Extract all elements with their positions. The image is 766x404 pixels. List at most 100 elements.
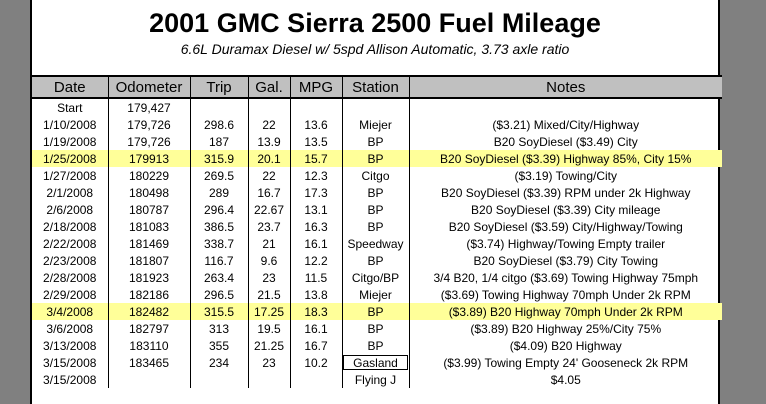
cell-notes[interactable]: ($4.09) B20 Highway <box>408 337 722 354</box>
cell-station[interactable]: BP <box>341 184 409 201</box>
cell-trip[interactable]: 338.7 <box>189 235 248 252</box>
cell-mpg[interactable]: 15.7 <box>289 150 342 167</box>
cell-date[interactable]: 3/15/2008 <box>43 372 97 387</box>
cell-station[interactable]: Gasland <box>341 354 409 371</box>
cell-gallons[interactable]: 21.5 <box>247 286 290 303</box>
cell-notes[interactable]: $4.05 <box>408 371 722 388</box>
cell-odometer[interactable]: 181083 <box>107 218 190 235</box>
cell-gallons[interactable]: 13.9 <box>247 133 290 150</box>
cell-gallons[interactable]: 23 <box>247 269 290 286</box>
cell-notes[interactable]: ($3.89) B20 Highway 70mph Under 2k RPM <box>408 303 722 320</box>
cell-odometer[interactable]: 179,427 <box>107 98 190 116</box>
cell-station[interactable]: Flying J <box>341 371 409 388</box>
cell-date[interactable]: 3/13/2008 <box>43 338 97 353</box>
cell-odometer[interactable]: 181807 <box>107 252 190 269</box>
cell-notes[interactable]: ($3.99) Towing Empty 24' Gooseneck 2k RP… <box>408 354 722 371</box>
cell-station[interactable]: Miejer <box>341 116 409 133</box>
cell-gallons[interactable]: 21 <box>247 235 290 252</box>
cell-gallons[interactable]: 9.6 <box>247 252 290 269</box>
cell-notes[interactable]: ($3.19) Towing/City <box>408 167 722 184</box>
cell-gallons[interactable]: 23 <box>247 354 290 371</box>
cell-odometer[interactable]: 179913 <box>107 150 190 167</box>
cell-notes[interactable]: ($3.21) Mixed/City/Highway <box>408 116 722 133</box>
cell-mpg[interactable]: 16.3 <box>289 218 342 235</box>
cell-trip[interactable]: 296.5 <box>189 286 248 303</box>
cell-notes[interactable]: B20 SoyDiesel ($3.39) RPM under 2k Highw… <box>408 184 722 201</box>
cell-trip[interactable] <box>189 98 248 116</box>
col-header-mpg[interactable]: MPG <box>289 75 342 99</box>
col-header-station[interactable]: Station <box>341 75 409 99</box>
cell-date[interactable]: 1/10/2008 <box>43 117 97 132</box>
cell-odometer[interactable]: 182797 <box>107 320 190 337</box>
cell-station[interactable]: Citgo/BP <box>341 269 409 286</box>
cell-notes[interactable]: ($3.74) Highway/Towing Empty trailer <box>408 235 722 252</box>
cell-odometer[interactable]: 179,726 <box>107 133 190 150</box>
cell-gallons[interactable]: 22.67 <box>247 201 290 218</box>
cell-odometer[interactable]: 179,726 <box>107 116 190 133</box>
cell-gallons[interactable]: 22 <box>247 116 290 133</box>
cell-station[interactable]: BP <box>341 201 409 218</box>
cell-trip[interactable]: 298.6 <box>189 116 248 133</box>
cell-mpg[interactable]: 16.1 <box>289 320 342 337</box>
cell-odometer[interactable]: 183465 <box>107 354 190 371</box>
cell-date[interactable]: 2/6/2008 <box>46 202 94 217</box>
cell-mpg[interactable]: 13.5 <box>289 133 342 150</box>
cell-gallons[interactable]: 20.1 <box>247 150 290 167</box>
cell-notes[interactable]: ($3.89) B20 Highway 25%/City 75% <box>408 320 722 337</box>
cell-notes[interactable]: B20 SoyDiesel ($3.39) Highway 85%, City … <box>408 150 722 167</box>
cell-date[interactable]: 3/6/2008 <box>46 321 94 336</box>
cell-mpg[interactable]: 18.3 <box>289 303 342 320</box>
cell-mpg[interactable]: 16.7 <box>289 337 342 354</box>
cell-odometer[interactable] <box>107 371 190 388</box>
cell-trip[interactable]: 355 <box>189 337 248 354</box>
cell-station[interactable]: BP <box>341 303 409 320</box>
cell-station[interactable]: BP <box>341 133 409 150</box>
cell-mpg[interactable]: 12.3 <box>289 167 342 184</box>
cell-notes[interactable]: B20 SoyDiesel ($3.79) City Towing <box>408 252 722 269</box>
cell-gallons[interactable] <box>247 371 290 388</box>
cell-date[interactable]: 3/15/2008 <box>43 355 97 370</box>
cell-gallons[interactable]: 17.25 <box>247 303 290 320</box>
cell-date[interactable]: 2/23/2008 <box>43 253 97 268</box>
col-header-gallons[interactable]: Gal. <box>247 75 290 99</box>
cell-trip[interactable]: 296.4 <box>189 201 248 218</box>
col-header-notes[interactable]: Notes <box>408 75 722 99</box>
cell-odometer[interactable]: 180787 <box>107 201 190 218</box>
cell-station[interactable]: BP <box>341 150 409 167</box>
cell-trip[interactable]: 386.5 <box>189 218 248 235</box>
cell-mpg[interactable]: 16.1 <box>289 235 342 252</box>
cell-mpg[interactable]: 12.2 <box>289 252 342 269</box>
cell-trip[interactable]: 269.5 <box>189 167 248 184</box>
cell-mpg[interactable]: 11.5 <box>289 269 342 286</box>
cell-odometer[interactable]: 183110 <box>107 337 190 354</box>
cell-trip[interactable] <box>189 371 248 388</box>
cell-gallons[interactable]: 16.7 <box>247 184 290 201</box>
cell-station[interactable] <box>341 98 409 116</box>
cell-notes[interactable]: B20 SoyDiesel ($3.49) City <box>408 133 722 150</box>
cell-trip[interactable]: 289 <box>189 184 248 201</box>
cell-odometer[interactable]: 182482 <box>107 303 190 320</box>
cell-trip[interactable]: 187 <box>189 133 248 150</box>
cell-gallons[interactable]: 21.25 <box>247 337 290 354</box>
cell-trip[interactable]: 315.9 <box>189 150 248 167</box>
cell-station[interactable]: BP <box>341 320 409 337</box>
cell-trip[interactable]: 116.7 <box>189 252 248 269</box>
cell-notes[interactable]: B20 SoyDiesel ($3.39) City mileage <box>408 201 722 218</box>
cell-mpg[interactable]: 10.2 <box>289 354 342 371</box>
cell-trip[interactable]: 315.5 <box>189 303 248 320</box>
cell-date[interactable]: 1/27/2008 <box>43 168 97 183</box>
cell-date[interactable]: 2/29/2008 <box>43 287 97 302</box>
cell-mpg[interactable] <box>289 98 342 116</box>
cell-station[interactable]: BP <box>341 218 409 235</box>
cell-date[interactable]: 1/25/2008 <box>32 150 108 167</box>
cell-trip[interactable]: 313 <box>189 320 248 337</box>
cell-mpg[interactable] <box>289 371 342 388</box>
cell-station[interactable]: Speedway <box>341 235 409 252</box>
cell-notes[interactable]: 3/4 B20, 1/4 citgo ($3.69) Towing Highwa… <box>408 269 722 286</box>
cell-date[interactable]: 2/22/2008 <box>43 236 97 251</box>
cell-odometer[interactable]: 180498 <box>107 184 190 201</box>
cell-gallons[interactable]: 22 <box>247 167 290 184</box>
cell-trip[interactable]: 263.4 <box>189 269 248 286</box>
cell-date[interactable]: Start <box>57 100 83 115</box>
cell-trip[interactable]: 234 <box>189 354 248 371</box>
